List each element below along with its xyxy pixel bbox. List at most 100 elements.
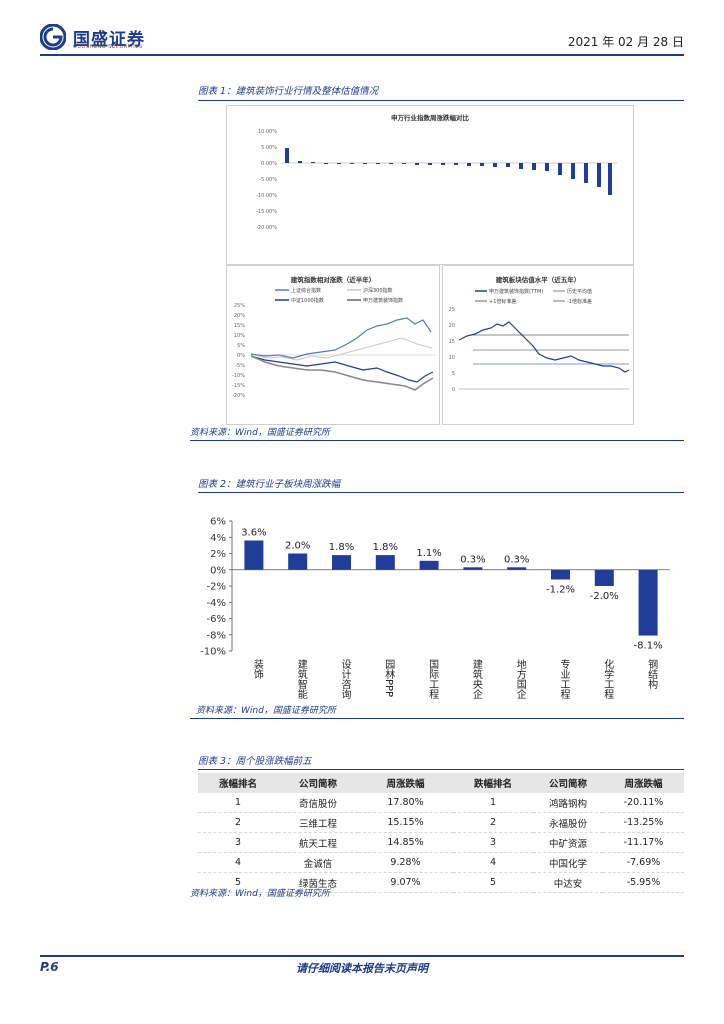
legend-label: 申万建筑装饰指数(TTM) xyxy=(489,288,543,295)
logo-subtitle: GUOSHENG SECURITIES xyxy=(73,44,143,50)
svg-text:0%: 0% xyxy=(237,353,245,359)
industry-ytick: -10.00% xyxy=(256,193,277,199)
svg-text:5: 5 xyxy=(452,371,455,377)
svg-text:15: 15 xyxy=(449,339,455,345)
industry-bar xyxy=(480,163,484,166)
svg-text:25%: 25% xyxy=(234,303,245,309)
industry-bar xyxy=(428,163,432,165)
data-label: 0.3% xyxy=(504,554,529,565)
relative-index-chart: 建筑指数相对涨跌（近半年） 上证综合指数 沪深300指数 中证1000指数 申万… xyxy=(226,265,440,425)
valuation-chart-svg: 申万建筑装饰指数(TTM) 历史平均值 +1倍标准差 -1倍标准差 25 20 … xyxy=(449,288,630,393)
industry-chart-svg: 10.00% 5.00% 0.00% -5.00% -10.00% -15.00… xyxy=(256,129,617,231)
figure1-bottom-rule xyxy=(190,440,684,441)
table-row: 2 三维工程 15.15% 2 永福股份 -13.25% xyxy=(198,812,684,833)
category-label: 国际工程 xyxy=(427,659,439,699)
y-tick-label: 4% xyxy=(210,533,226,544)
logo-name: 国盛证券 xyxy=(73,30,145,50)
industry-bar xyxy=(324,163,328,164)
logo-icon xyxy=(40,24,66,50)
svg-text:-10%: -10% xyxy=(232,373,245,379)
industry-bar xyxy=(597,163,601,187)
industry-bar xyxy=(608,163,612,195)
footer-disclaimer: 请仔细阅读本报告末页声明 xyxy=(296,962,428,975)
legend-label: 申万建筑装饰指数 xyxy=(363,297,403,304)
category-label: 园林PPP xyxy=(383,659,395,697)
svg-text:-20%: -20% xyxy=(232,393,245,399)
category-label: 设计咨询 xyxy=(339,659,351,700)
table-row: 1 奇信股份 17.80% 1 鸿路钢构 -20.11% xyxy=(198,793,684,813)
industry-ytick: 0.00% xyxy=(261,161,277,167)
figure1-title: 图表 1：建筑装饰行业行情及整体估值情况 xyxy=(198,86,379,97)
industry-bar xyxy=(363,163,367,164)
y-tick-label: -10% xyxy=(200,647,226,658)
industry-ytick: -20.00% xyxy=(256,225,277,231)
industry-bar xyxy=(376,163,380,164)
svg-text:0: 0 xyxy=(452,387,455,393)
bar-1 xyxy=(288,553,308,570)
industry-bar xyxy=(337,163,341,164)
bar-5 xyxy=(463,567,483,570)
data-label: -2.0% xyxy=(590,591,619,602)
table-row: 4 金诚信 9.28% 4 中国化学 -7.69% xyxy=(198,852,684,873)
y-tick-label: -8% xyxy=(207,630,226,641)
data-label: 0.3% xyxy=(460,554,485,565)
bar-2 xyxy=(332,555,351,570)
figure2-bottom-rule xyxy=(190,718,684,719)
svg-text:25: 25 xyxy=(449,307,455,313)
industry-bar xyxy=(584,163,588,183)
col-header: 涨幅排名 xyxy=(198,773,278,793)
bar-0 xyxy=(244,540,264,570)
legend-label: +1倍标准差 xyxy=(489,298,516,305)
industry-bar xyxy=(298,161,302,163)
bar-3 xyxy=(375,555,395,570)
svg-text:15%: 15% xyxy=(234,323,245,329)
relative-chart-title: 建筑指数相对涨跌（近半年） xyxy=(290,276,376,284)
industry-bar xyxy=(402,163,406,164)
industry-ytick: 10.00% xyxy=(258,129,277,135)
table-row: 3 航天工程 14.85% 3 中矿资源 -11.17% xyxy=(198,832,684,853)
relative-chart-svg: 上证综合指数 沪深300指数 中证1000指数 申万建筑装饰指数 25% 20%… xyxy=(232,287,435,399)
industry-weekly-chart: 申万行业指数周涨跌幅对比 10.00% 5.00% 0.00% -5.00% -… xyxy=(226,105,634,265)
industry-bar xyxy=(558,163,562,175)
valuation-chart: 建筑板块估值水平（近五年） 申万建筑装饰指数(TTM) 历史平均值 +1倍标准差… xyxy=(442,265,634,425)
y-tick-label: 0% xyxy=(210,565,226,576)
industry-ytick: -15.00% xyxy=(256,209,277,215)
svg-text:20: 20 xyxy=(449,323,455,329)
header-rule xyxy=(40,54,684,56)
svg-text:10: 10 xyxy=(449,355,455,361)
col-header: 公司简称 xyxy=(533,773,603,793)
category-label: 钢结构 xyxy=(646,658,658,690)
industry-bar xyxy=(519,163,523,169)
svg-text:5%: 5% xyxy=(237,343,245,349)
bar-7 xyxy=(551,569,570,580)
category-label: 地方国企 xyxy=(514,658,526,699)
col-header: 周涨跌幅 xyxy=(358,773,453,793)
industry-bar xyxy=(285,148,289,163)
y-tick-label: -2% xyxy=(207,582,226,593)
legend-label: 沪深300指数 xyxy=(363,287,393,294)
footer-rule xyxy=(40,955,684,957)
bar-8 xyxy=(594,569,614,586)
legend-label: 历史平均值 xyxy=(567,288,592,295)
industry-bar xyxy=(571,163,575,179)
legend-label: 中证1000指数 xyxy=(291,297,324,304)
industry-ytick: -5.00% xyxy=(259,177,277,183)
figure3-title: 图表 3：周个股涨跌幅前五 xyxy=(198,756,312,767)
col-header: 公司简称 xyxy=(278,773,358,793)
col-header: 周涨跌幅 xyxy=(603,773,684,793)
industry-bar xyxy=(350,163,354,164)
bar-4 xyxy=(419,560,439,570)
industry-bar xyxy=(311,162,315,163)
industry-bar xyxy=(415,163,419,165)
industry-ytick: 5.00% xyxy=(261,145,277,151)
report-date: 2021 年 02 月 28 日 xyxy=(567,35,684,49)
y-tick-label: 2% xyxy=(210,549,226,560)
industry-chart-title: 申万行业指数周涨跌幅对比 xyxy=(391,114,469,122)
valuation-chart-title: 建筑板块估值水平（近五年） xyxy=(495,276,581,284)
figure1-rule xyxy=(198,100,684,101)
data-label: -8.1% xyxy=(634,641,663,652)
category-label: 建筑央企 xyxy=(470,658,482,699)
movers-table: 涨幅排名 公司简称 周涨跌幅 跌幅排名 公司简称 周涨跌幅 1 奇信股份 17.… xyxy=(198,773,684,893)
col-header: 跌幅排名 xyxy=(453,773,533,793)
figure3-source: 资料来源：Wind，国盛证券研究所 xyxy=(190,889,330,899)
